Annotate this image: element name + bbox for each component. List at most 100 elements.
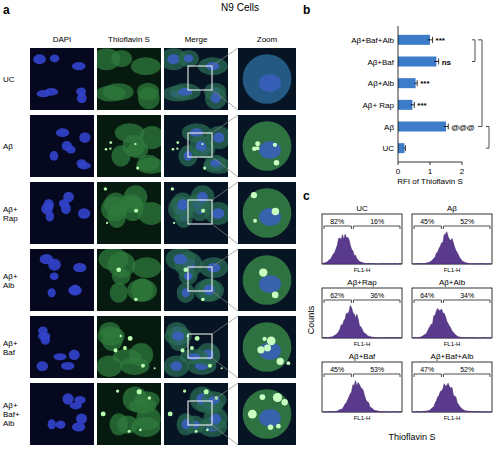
cytoplasm — [191, 185, 215, 208]
histogram-frame — [322, 214, 402, 264]
micro-tile — [164, 182, 228, 244]
cytoplasm — [199, 257, 228, 278]
nucleus — [177, 199, 188, 210]
row-label-line: Rap — [3, 214, 18, 223]
zoom-aggregate — [257, 346, 264, 353]
nucleus — [172, 332, 184, 341]
micro-tile — [164, 48, 228, 110]
cytoplasm — [98, 327, 125, 346]
zoom-connector — [212, 249, 238, 267]
error-cap — [448, 124, 449, 130]
error-cap — [438, 59, 439, 65]
zoom-aggregate — [274, 160, 280, 166]
nucleus — [76, 159, 86, 167]
x-axis-label: Thioflavin S — [388, 432, 435, 442]
micro-tile — [238, 115, 296, 177]
aggregate — [208, 364, 212, 368]
tile-background — [238, 249, 296, 311]
zoom-aggregate — [251, 192, 257, 198]
nucleus — [62, 393, 73, 404]
zoom-cell — [243, 188, 292, 238]
gate-percent: 82% — [330, 218, 344, 225]
gate-percent: 45% — [330, 366, 344, 373]
category-label: Aβ+Baf+Alb — [351, 36, 394, 45]
aggregate — [176, 148, 178, 150]
nucleus — [70, 285, 80, 295]
zoom-box — [188, 200, 212, 224]
gate — [353, 374, 400, 377]
histogram-title: Aβ+Alb — [439, 278, 466, 287]
cytoplasm — [136, 407, 160, 430]
cytoplasm — [97, 355, 122, 376]
nucleus — [187, 353, 200, 360]
row-label: Aβ+Alb — [3, 272, 18, 290]
nucleus — [207, 263, 220, 272]
cytoplasm — [138, 87, 160, 109]
axis-channel-label: FL1-H — [444, 415, 461, 421]
nucleus — [77, 93, 87, 103]
cytoplasm — [127, 279, 157, 302]
gate-percent: 52% — [460, 366, 474, 373]
zoom-aggregate — [272, 292, 279, 299]
nucleus — [78, 208, 90, 218]
nucleus — [36, 361, 48, 371]
error-bar — [414, 80, 417, 86]
gate — [324, 226, 351, 229]
zoom-cell — [243, 389, 292, 439]
x-tick-label: 0 — [396, 167, 401, 176]
zoom-box — [188, 66, 212, 90]
gate-percent: 34% — [460, 292, 474, 299]
micro-tile — [164, 383, 228, 445]
tile-background — [97, 383, 161, 445]
x-tick — [398, 162, 399, 165]
nucleus — [56, 128, 69, 137]
aggregate — [120, 335, 122, 337]
micro-tile — [30, 48, 94, 110]
gate — [324, 300, 351, 303]
error-bar — [410, 102, 414, 108]
cytoplasm — [124, 185, 148, 208]
aggregate — [106, 222, 108, 224]
histogram — [413, 383, 491, 412]
nucleus — [61, 362, 74, 370]
histogram-frame — [412, 362, 492, 412]
gate-percent: 53% — [370, 366, 384, 373]
aggregate — [173, 222, 175, 224]
nucleus — [76, 414, 87, 424]
micro-tile — [97, 249, 161, 311]
histogram-title: UC — [356, 204, 368, 213]
cytoplasm — [194, 279, 224, 302]
cytoplasm — [177, 283, 195, 303]
zoom-aggregate — [286, 361, 290, 365]
zoom-cell — [243, 255, 292, 305]
zoom-aggregate — [253, 219, 257, 223]
bracket — [472, 40, 475, 62]
aggregate — [190, 346, 194, 350]
histogram-frame — [322, 288, 402, 338]
nucleus — [182, 419, 190, 429]
cytoplasm — [131, 278, 153, 301]
cytoplasm — [99, 249, 128, 270]
row-label-line: UC — [3, 75, 15, 84]
nucleus — [213, 132, 224, 143]
bar — [398, 35, 430, 45]
nucleus — [204, 285, 214, 295]
error-line — [427, 39, 432, 40]
nucleus — [33, 54, 46, 64]
zoom-connector — [212, 157, 238, 177]
tile-background — [30, 383, 94, 445]
aggregate — [221, 367, 223, 369]
error-bar — [427, 37, 432, 43]
zoom-connector — [212, 358, 238, 378]
nucleus — [68, 285, 82, 295]
tile-background — [238, 48, 296, 110]
histogram — [323, 381, 401, 412]
micro-tile — [97, 316, 161, 378]
aggregate — [116, 267, 121, 272]
nucleus — [50, 273, 59, 281]
row-label-line: Alb — [3, 281, 15, 290]
gate — [353, 300, 400, 303]
nucleus — [44, 88, 58, 96]
histogram-title: Aβ+Baf+Alb — [431, 352, 474, 361]
histogram — [323, 234, 401, 264]
